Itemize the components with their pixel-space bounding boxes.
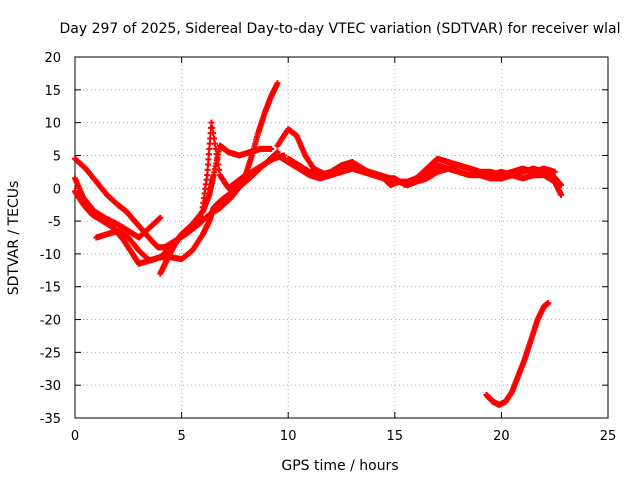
x-axis-title: GPS time / hours <box>281 458 398 474</box>
x-tick-label: 25 <box>600 429 617 444</box>
data-point <box>212 145 219 152</box>
x-tick-label: 20 <box>493 429 510 444</box>
x-tick-label: 0 <box>71 429 79 444</box>
data-point <box>268 145 275 152</box>
data-point <box>157 214 164 221</box>
y-tick-label: 20 <box>44 51 61 66</box>
y-tick-label: 15 <box>44 84 61 99</box>
data-point <box>210 130 217 137</box>
data-point <box>205 161 212 168</box>
data-point <box>215 161 222 168</box>
data-point <box>214 156 221 163</box>
y-tick-label: -25 <box>40 346 61 361</box>
series-arc-2 <box>72 175 164 241</box>
data-point <box>274 80 281 87</box>
data-point <box>205 151 212 158</box>
chart-title: Day 297 of 2025, Sidereal Day-to-day VTE… <box>59 21 620 37</box>
data-point <box>204 166 211 173</box>
data-point <box>204 172 211 179</box>
x-tick-label: 10 <box>280 429 297 444</box>
series-arc-5 <box>157 80 281 277</box>
plot-frame <box>74 56 609 419</box>
data-point <box>213 151 220 158</box>
x-tick-label: 15 <box>387 429 404 444</box>
y-tick-label: 5 <box>53 149 61 164</box>
series-arc-9 <box>483 300 552 408</box>
y-tick-label: 0 <box>53 182 61 197</box>
data-point <box>551 168 558 175</box>
data-point <box>545 300 552 307</box>
data-point <box>211 140 218 147</box>
gridlines <box>75 57 608 418</box>
y-tick-label: -30 <box>40 379 61 394</box>
series-arc-4 <box>93 142 275 264</box>
data-point <box>209 124 216 131</box>
y-axis-title: SDTVAR / TECUs <box>6 181 22 296</box>
y-tick-label: -35 <box>40 412 61 427</box>
x-tick-label: 5 <box>177 429 185 444</box>
data-point <box>208 119 215 126</box>
data-points <box>72 80 565 408</box>
y-tick-label: 10 <box>44 117 61 132</box>
y-tick-label: -10 <box>40 248 61 263</box>
data-point <box>211 135 218 142</box>
data-point <box>206 140 213 147</box>
series-arc-8 <box>285 155 558 188</box>
axis-ticks: 0 5 10 15 20 25 -35 -30 -25 -20 -15 -10 -5 0 5 10 15 20 <box>40 51 617 444</box>
data-point <box>216 166 223 173</box>
data-point <box>205 156 212 163</box>
y-tick-label: -5 <box>48 215 61 230</box>
y-tick-label: -15 <box>40 281 61 296</box>
data-point <box>558 191 565 198</box>
y-tick-label: -20 <box>40 314 61 329</box>
data-point <box>206 145 213 152</box>
